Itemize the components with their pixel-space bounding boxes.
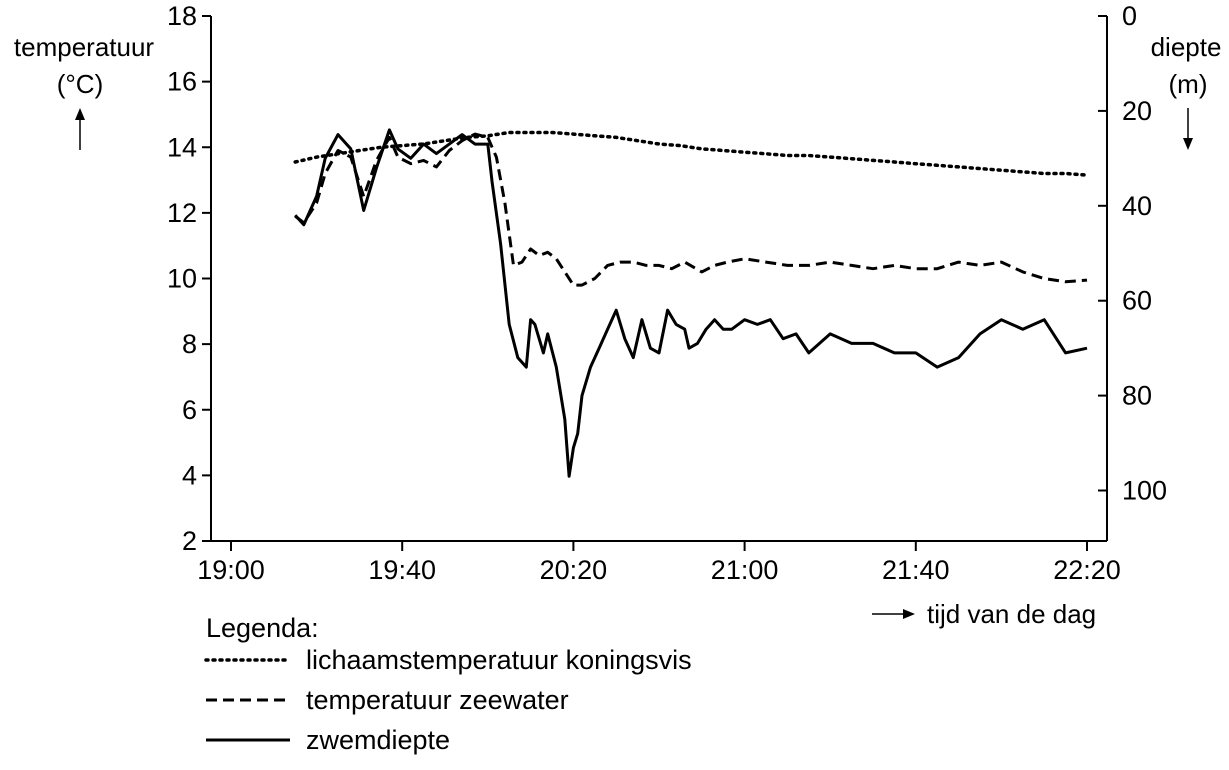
right-tick-label: 60 — [1122, 286, 1152, 316]
left-tick-label: 6 — [182, 395, 197, 425]
legend-label: zwemdiepte — [306, 725, 450, 755]
legend-title: Legenda: — [206, 613, 319, 643]
legend-label: lichaamstemperatuur koningsvis — [306, 645, 692, 675]
right-tick-label: 80 — [1122, 381, 1152, 411]
x-tick-label: 21:40 — [882, 555, 950, 585]
x-axis-title: tijd van de dag — [927, 599, 1096, 629]
legend-label: temperatuur zeewater — [306, 685, 569, 715]
left-axis-ticks: 2 4 6 8 10 12 14 16 18 — [167, 1, 211, 556]
left-tick-label: 10 — [167, 264, 197, 294]
series-line-temperatuur-zeewater — [294, 132, 1088, 287]
legend: Legenda: lichaamstemperatuur koningsvis t… — [204, 613, 692, 755]
right-axis-down-arrow — [1183, 108, 1193, 150]
x-axis-arrow — [872, 609, 915, 619]
left-tick-label: 14 — [167, 132, 197, 162]
right-tick-label: 0 — [1122, 1, 1137, 31]
left-tick-label: 4 — [182, 460, 197, 490]
right-tick-label: 100 — [1122, 476, 1167, 506]
left-tick-label: 2 — [182, 526, 197, 556]
left-axis: 2 4 6 8 10 12 14 16 18 — [167, 1, 212, 556]
left-tick-label: 12 — [167, 198, 197, 228]
left-axis-unit: (°C) — [57, 69, 104, 99]
x-axis-ticks: 19:00 19:40 20:20 21:00 21:40 22:20 — [197, 541, 1121, 585]
x-tick-label: 22:20 — [1053, 555, 1121, 585]
right-tick-label: 20 — [1122, 96, 1152, 126]
x-tick-label: 21:00 — [711, 555, 779, 585]
right-axis: 0 20 40 60 80 100 — [1098, 1, 1167, 541]
x-axis: 19:00 19:40 20:20 21:00 21:40 22:20 — [197, 540, 1121, 585]
left-tick-label: 8 — [182, 329, 197, 359]
left-axis-title: temperatuur — [14, 32, 155, 62]
left-tick-label: 18 — [167, 1, 197, 31]
legend-items: lichaamstemperatuur koningsvis temperatuu… — [204, 645, 692, 755]
left-tick-label: 16 — [167, 67, 197, 97]
right-axis-title: diepte — [1151, 32, 1222, 62]
left-axis-up-arrow — [75, 108, 85, 150]
right-axis-ticks: 0 20 40 60 80 100 — [1098, 1, 1167, 506]
x-tick-label: 19:40 — [368, 555, 436, 585]
series-line-lichaamstemperatuur-koningsvis — [293, 130, 1089, 177]
series-line-zwemdiepte — [294, 128, 1088, 478]
x-tick-label: 20:20 — [540, 555, 608, 585]
x-tick-label: 19:00 — [197, 555, 265, 585]
series-layer — [293, 128, 1089, 478]
right-tick-label: 40 — [1122, 191, 1152, 221]
right-axis-unit: (m) — [1169, 69, 1208, 99]
